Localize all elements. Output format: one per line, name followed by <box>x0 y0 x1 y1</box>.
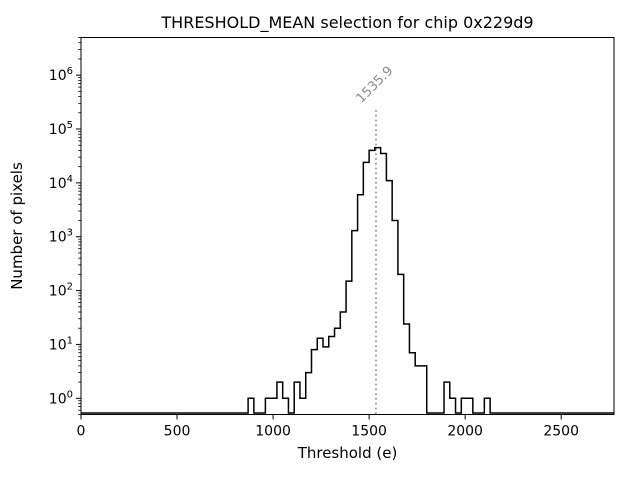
svg-text:104: 104 <box>49 174 73 192</box>
svg-text:500: 500 <box>164 424 191 440</box>
svg-text:2000: 2000 <box>447 424 483 440</box>
y-axis-label: Number of pixels <box>8 162 26 290</box>
histogram-line <box>81 146 614 414</box>
svg-text:102: 102 <box>49 282 73 300</box>
svg-text:103: 103 <box>49 228 73 246</box>
svg-text:105: 105 <box>49 120 73 138</box>
x-axis-ticks: 0 500 1000 1500 2000 2500 <box>77 414 579 440</box>
y-axis-minor-ticks <box>78 37 81 415</box>
svg-text:0: 0 <box>77 424 86 440</box>
svg-text:106: 106 <box>49 66 73 84</box>
plot-border <box>80 37 615 415</box>
svg-text:100: 100 <box>49 389 73 407</box>
svg-text:1000: 1000 <box>255 424 291 440</box>
y-axis-ticks: 100 101 102 103 104 105 106 <box>49 66 81 407</box>
svg-text:1500: 1500 <box>351 424 387 440</box>
chart-title: THRESHOLD_MEAN selection for chip 0x229d… <box>161 13 534 32</box>
svg-text:101: 101 <box>49 335 73 353</box>
svg-text:2500: 2500 <box>543 424 579 440</box>
x-axis-label: Threshold (e) <box>297 444 398 462</box>
